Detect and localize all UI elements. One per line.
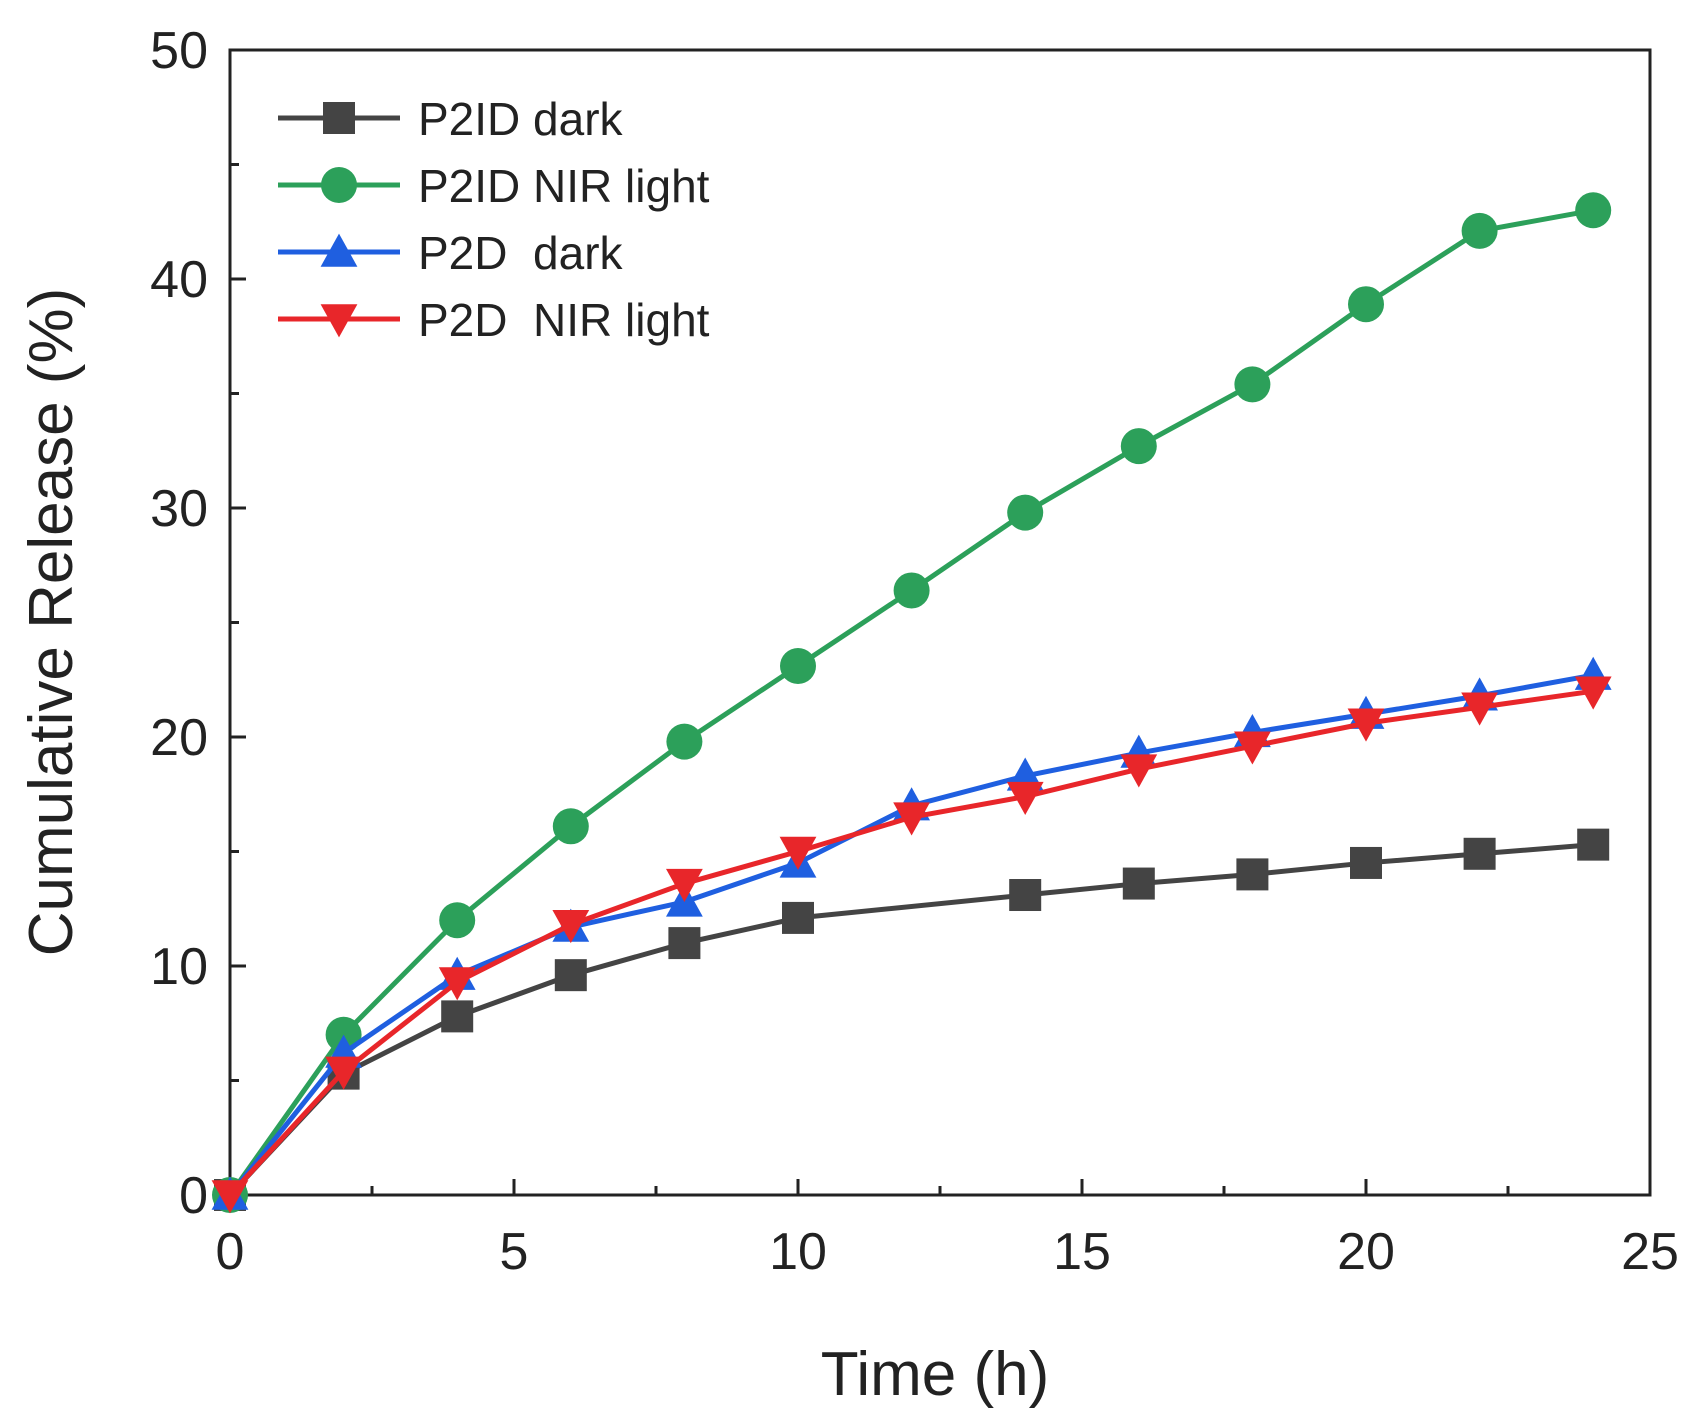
- y-axis: 0 10 20 30 40 50: [150, 22, 246, 1225]
- data-point: [1006, 781, 1044, 815]
- legend-label: P2ID NIR light: [418, 160, 710, 212]
- data-point: [893, 572, 930, 609]
- legend-item: P2D dark: [278, 227, 624, 279]
- legend-marker: [320, 233, 358, 267]
- data-point: [1577, 828, 1610, 861]
- x-axis-title: Time (h): [821, 1340, 1049, 1409]
- series-0: [214, 828, 1610, 1211]
- data-point: [1461, 212, 1498, 249]
- legend-label: P2D dark: [418, 227, 624, 279]
- data-point: [552, 910, 590, 944]
- x-axis: 0 5 10 15 20 25: [216, 1179, 1679, 1281]
- series-line: [227, 207, 1594, 1197]
- legend-item: P2D NIR light: [278, 294, 710, 346]
- y-tick-label: 0: [179, 1167, 208, 1225]
- legend-marker: [320, 304, 358, 338]
- data-point: [779, 836, 817, 870]
- legend-item: P2ID NIR light: [278, 160, 710, 212]
- series-2: [211, 656, 1612, 1210]
- data-point: [893, 802, 930, 836]
- x-tick-label: 15: [1053, 1223, 1111, 1281]
- data-point: [554, 959, 587, 992]
- x-tick-label: 5: [500, 1223, 529, 1281]
- series-3: [211, 676, 1612, 1214]
- data-point: [325, 1056, 362, 1090]
- data-point: [1120, 754, 1158, 788]
- data-point: [1350, 846, 1382, 879]
- legend-label: P2D NIR light: [418, 294, 710, 346]
- data-point: [1348, 286, 1384, 323]
- data-point: [441, 1000, 474, 1033]
- data-point: [438, 967, 476, 1001]
- series-1: [212, 192, 1612, 1213]
- y-tick-label: 10: [150, 938, 208, 996]
- legend-marker: [323, 102, 355, 134]
- data-point: [1120, 428, 1157, 465]
- data-point: [1009, 879, 1042, 912]
- data-point: [1347, 708, 1385, 742]
- series-layer: [211, 192, 1612, 1214]
- data-point: [1007, 494, 1044, 531]
- legend-label: P2ID dark: [418, 93, 624, 145]
- data-point: [1122, 867, 1155, 900]
- y-tick-label: 20: [150, 709, 208, 767]
- data-point: [782, 901, 814, 934]
- data-point: [666, 868, 703, 902]
- data-point: [1574, 676, 1612, 710]
- legend: P2ID dark P2ID NIR light P2D dark P2D NIR l…: [278, 93, 710, 346]
- series-line: [228, 672, 1594, 1197]
- x-tick-label: 25: [1621, 1223, 1679, 1281]
- data-point: [666, 723, 703, 760]
- x-tick-label: 10: [769, 1223, 827, 1281]
- y-tick-label: 40: [150, 251, 208, 309]
- data-point: [439, 902, 476, 939]
- data-point: [1236, 858, 1269, 891]
- data-point: [552, 808, 589, 845]
- series-line: [228, 842, 1594, 1197]
- data-point: [780, 648, 816, 685]
- data-point: [1463, 837, 1496, 870]
- y-tick-label: 50: [150, 22, 208, 80]
- x-tick-label: 20: [1337, 1223, 1395, 1281]
- data-point: [1575, 192, 1612, 229]
- y-axis-title: Cumulative Release (%): [17, 288, 86, 956]
- data-point: [1234, 366, 1271, 403]
- data-point: [1461, 692, 1498, 726]
- x-tick-label: 0: [216, 1223, 245, 1281]
- legend-item: P2ID dark: [278, 93, 624, 145]
- data-point: [1234, 731, 1271, 765]
- y-tick-label: 30: [150, 480, 208, 538]
- data-point: [211, 1180, 249, 1214]
- data-point: [668, 927, 701, 960]
- legend-marker: [321, 167, 357, 203]
